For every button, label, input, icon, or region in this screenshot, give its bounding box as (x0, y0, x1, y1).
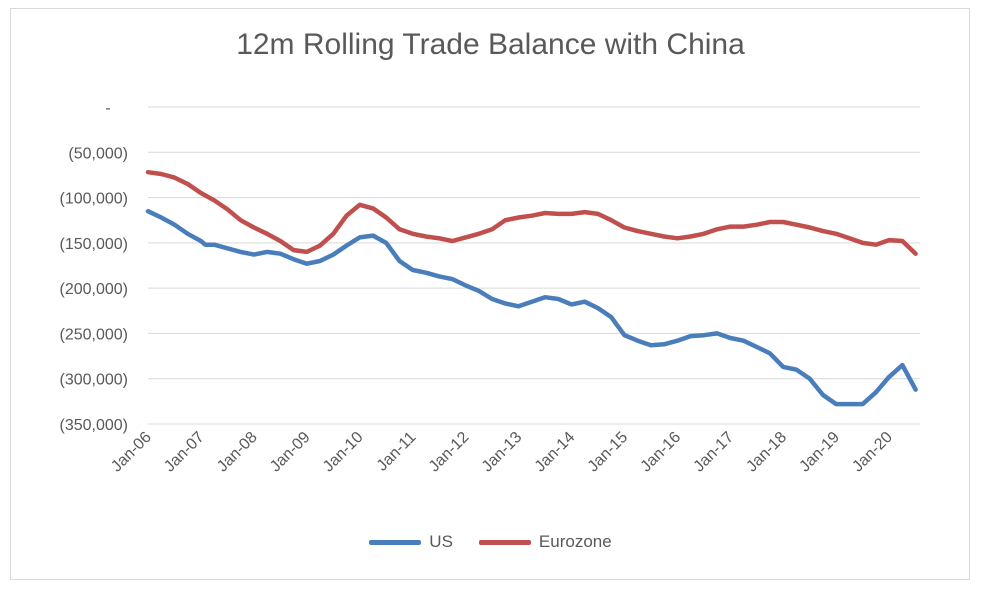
y-tick-label: (200,000) (60, 281, 129, 298)
legend: US Eurozone (0, 532, 981, 552)
legend-item-eurozone: Eurozone (478, 532, 612, 552)
legend-swatch-us (369, 539, 422, 545)
x-tick-label: Jan-07 (161, 429, 208, 476)
legend-label-us: US (429, 532, 453, 551)
gridlines (148, 106, 920, 425)
x-tick-label: Jan-09 (267, 429, 314, 476)
series-line-us (145, 208, 918, 407)
legend-swatch-eurozone (478, 539, 531, 545)
chart-title: 12m Rolling Trade Balance with China (236, 28, 745, 61)
y-tick-label: (350,000) (60, 417, 129, 434)
x-tick-label: Jan-20 (849, 429, 896, 476)
x-tick-label: Jan-11 (374, 429, 420, 475)
y-tick-label: (100,000) (60, 191, 129, 208)
y-tick-label: (300,000) (60, 372, 129, 389)
y-tick-label: - (105, 100, 110, 117)
x-axis-ticks: Jan-06 Jan-07 Jan-08 Jan-09 Jan-10 Jan-11 Jan-… (108, 429, 896, 476)
series-lines (145, 169, 918, 407)
series-line-eurozone (145, 169, 918, 256)
x-tick-label: Jan-10 (320, 429, 367, 476)
x-tick-label: Jan-18 (743, 429, 790, 476)
x-tick-label: Jan-15 (585, 429, 632, 476)
chart-frame (10, 8, 970, 580)
x-tick-label: Jan-08 (214, 429, 261, 476)
x-tick-label: Jan-17 (691, 429, 738, 476)
y-tick-label: (250,000) (60, 326, 129, 343)
x-tick-label: Jan-12 (426, 429, 473, 476)
x-tick-label: Jan-16 (638, 429, 685, 476)
x-tick-label: Jan-06 (108, 429, 155, 476)
x-tick-label: Jan-13 (479, 429, 526, 476)
x-tick-label: Jan-14 (532, 429, 579, 476)
y-tick-label: (150,000) (60, 236, 129, 253)
legend-item-us: US (369, 532, 453, 552)
legend-label-eurozone: Eurozone (538, 532, 612, 551)
y-axis-ticks: - (50,000) (100,000) (150,000) (200,000) (250… (60, 100, 129, 434)
y-tick-label: (50,000) (68, 145, 128, 162)
x-tick-label: Jan-19 (796, 429, 843, 476)
